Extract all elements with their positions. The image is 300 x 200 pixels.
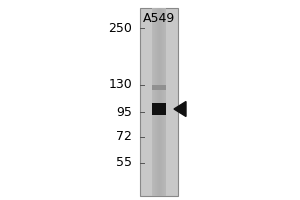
Bar [158, 8, 159, 196]
Text: A549: A549 [143, 12, 175, 25]
Text: 72: 72 [116, 130, 132, 144]
Bar [152, 8, 153, 196]
Bar [152, 103, 166, 115]
Bar [161, 8, 162, 196]
Bar [160, 8, 161, 196]
Text: 55: 55 [116, 156, 132, 170]
Bar [157, 8, 158, 196]
Bar [154, 8, 155, 196]
Bar [152, 85, 166, 90]
Text: 95: 95 [116, 106, 132, 118]
Bar [140, 8, 178, 196]
Text: 250: 250 [108, 21, 132, 34]
Bar [164, 8, 165, 196]
Bar [153, 8, 154, 196]
Bar [162, 8, 163, 196]
Polygon shape [174, 102, 186, 116]
Bar [156, 8, 157, 196]
Bar [163, 8, 164, 196]
Bar [155, 8, 156, 196]
Bar [165, 8, 166, 196]
Bar [159, 8, 160, 196]
Bar [152, 8, 166, 196]
Text: 130: 130 [108, 78, 132, 92]
